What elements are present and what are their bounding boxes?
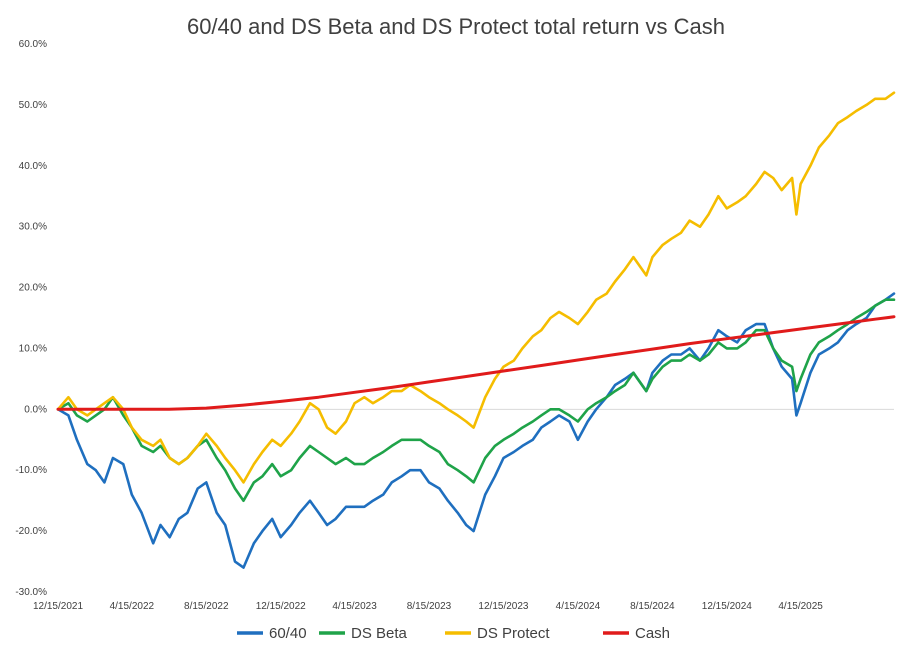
- x-tick-label: 12/15/2024: [702, 601, 752, 612]
- x-tick-label: 8/15/2023: [407, 601, 452, 612]
- y-tick-label: 60.0%: [19, 39, 47, 50]
- x-tick-label: 4/15/2022: [110, 601, 155, 612]
- y-tick-label: 20.0%: [19, 283, 47, 294]
- y-tick-label: 0.0%: [24, 404, 47, 415]
- legend-label-60-40: 60/40: [269, 625, 307, 642]
- y-tick-label: 40.0%: [19, 161, 47, 172]
- legend-label-cash: Cash: [635, 625, 670, 642]
- y-tick-label: 50.0%: [19, 100, 47, 111]
- y-tick-label: -20.0%: [15, 526, 47, 537]
- series-layer: [56, 91, 896, 569]
- x-tick-label: 12/15/2022: [256, 601, 306, 612]
- legend-label-ds-protect: DS Protect: [477, 625, 550, 642]
- y-tick-label: 10.0%: [19, 343, 47, 354]
- y-tick-label: -10.0%: [15, 465, 47, 476]
- x-tick-label: 8/15/2022: [184, 601, 229, 612]
- x-tick-label: 4/15/2023: [332, 601, 377, 612]
- legend: 60/40 DS Beta DS Protect Cash: [237, 625, 670, 642]
- series-line-ds-beta: [56, 298, 896, 503]
- y-tick-label: -30.0%: [15, 587, 47, 598]
- x-tick-label: 8/15/2024: [630, 601, 675, 612]
- chart-title: 60/40 and DS Beta and DS Protect total r…: [187, 14, 725, 39]
- series-line-60-40: [56, 292, 896, 569]
- series-line-cash: [56, 315, 896, 411]
- axes: 60.0% 50.0% 40.0% 30.0% 20.0% 10.0% 0.0% -10.0%…: [15, 39, 894, 612]
- x-tick-label: 4/15/2024: [556, 601, 601, 612]
- y-tick-label: 30.0%: [19, 222, 47, 233]
- series-line-ds-protect: [56, 91, 896, 484]
- x-tick-label: 12/15/2021: [33, 601, 83, 612]
- x-tick-label: 12/15/2023: [478, 601, 528, 612]
- x-tick-label: 4/15/2025: [778, 601, 823, 612]
- legend-label-ds-beta: DS Beta: [351, 625, 408, 642]
